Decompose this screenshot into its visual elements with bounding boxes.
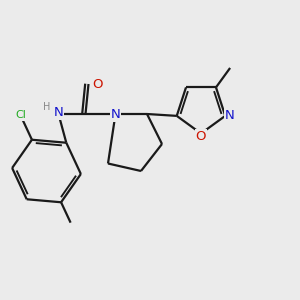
- Text: O: O: [92, 77, 103, 91]
- Text: N: N: [111, 107, 120, 121]
- Text: N: N: [225, 110, 235, 122]
- Text: Cl: Cl: [15, 110, 26, 120]
- Text: H: H: [43, 101, 50, 112]
- Text: O: O: [196, 130, 206, 143]
- Text: N: N: [54, 106, 63, 119]
